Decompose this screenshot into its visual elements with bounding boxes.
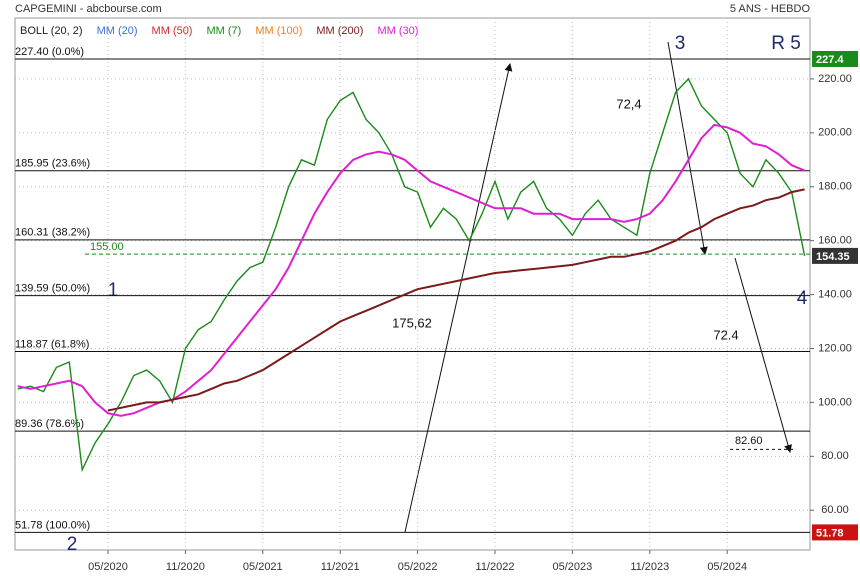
chart-subtitle: 5 ANS - HEBDO [730, 3, 811, 15]
price-tag-label: 227.4 [816, 54, 844, 66]
y-tick-label: 100.00 [818, 396, 852, 408]
price-tag [812, 524, 858, 541]
x-tick-label: 11/2022 [476, 561, 515, 573]
legend-entry: MM (20) [97, 25, 138, 37]
annotation: 2 [67, 534, 78, 555]
annotation: 4 [797, 288, 808, 309]
annotation: 72.4 [713, 327, 738, 342]
x-tick-label: 11/2021 [321, 561, 360, 573]
fib-label: 139.59 (50.0%) [15, 283, 90, 295]
price-tag [812, 50, 858, 67]
y-tick-label: 120.00 [818, 342, 852, 354]
target-label: 82.60 [735, 435, 763, 447]
y-tick-label: 200.00 [818, 127, 852, 139]
y-tick-label: 80.00 [821, 450, 849, 462]
fib-label: 89.36 (78.6%) [15, 418, 84, 430]
fib-label: 51.78 (100.0%) [15, 519, 90, 531]
fib-label: 227.40 (0.0%) [15, 46, 84, 58]
y-tick-label: 220.00 [818, 73, 852, 85]
price-tag [812, 247, 858, 264]
annotation: R 5 [771, 33, 801, 54]
x-tick-label: 05/2024 [707, 561, 747, 573]
price-tag-label: 51.78 [816, 527, 844, 539]
arrows [404, 41, 792, 533]
support-label: 155.00 [90, 241, 124, 253]
annotation: 175,62 [392, 315, 432, 330]
x-tick-label: 11/2023 [630, 561, 669, 573]
legend-entry: MM (30) [377, 25, 418, 37]
annotation: 3 [675, 33, 686, 54]
price-tag-label: 154.35 [816, 251, 850, 263]
y-tick-label: 140.00 [818, 288, 852, 300]
x-tick-label: 05/2022 [398, 561, 438, 573]
series-line [107, 188, 805, 412]
y-tick-label: 180.00 [818, 181, 852, 193]
chart-title: CAPGEMINI - abcbourse.com [15, 3, 162, 15]
fib-label: 118.87 (61.8%) [15, 338, 89, 350]
y-tick-label: 160.00 [818, 235, 852, 247]
fib-label: 185.95 (23.6%) [15, 158, 90, 170]
legend-entry: BOLL (20, 2) [20, 25, 83, 37]
x-tick-label: 05/2021 [243, 561, 283, 573]
legend-entry: MM (7) [206, 25, 241, 37]
annotation: 1 [108, 280, 119, 301]
x-tick-label: 05/2023 [553, 561, 593, 573]
series-line [17, 123, 805, 417]
legend-entry: MM (50) [152, 25, 193, 37]
fib-label: 160.31 (38.2%) [15, 227, 90, 239]
y-tick-label: 60.00 [821, 504, 849, 516]
plot-frame [14, 17, 811, 551]
x-tick-label: 05/2020 [88, 561, 128, 573]
x-tick-label: 11/2020 [166, 561, 205, 573]
legend-entry: MM (100) [255, 25, 302, 37]
series-line [17, 77, 806, 473]
annotation: 72,4 [616, 96, 641, 111]
